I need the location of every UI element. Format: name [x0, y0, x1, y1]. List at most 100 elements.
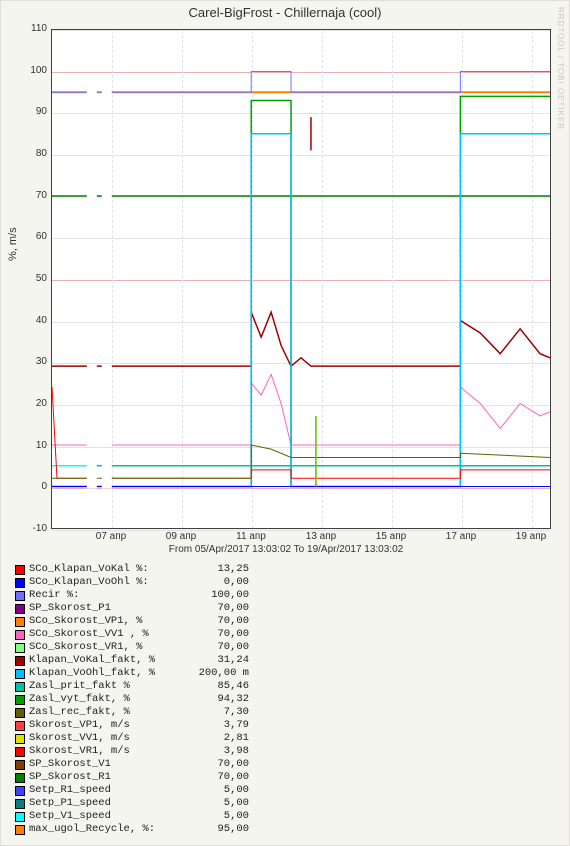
legend-swatch — [15, 825, 25, 835]
legend: SCo_Klapan_VoKal %:13,25SCo_Klapan_VoOhl… — [15, 563, 249, 836]
legend-label: SCo_Klapan_VoOhl %: — [29, 576, 189, 589]
legend-swatch — [15, 656, 25, 666]
legend-value: 70,00 — [189, 641, 249, 654]
legend-value: 5,00 — [189, 784, 249, 797]
legend-row: Zasl_rec_fakt, %7,30 — [15, 706, 249, 719]
y-tick-label: 20 — [17, 398, 47, 409]
legend-row: SP_Skorost_R170,00 — [15, 771, 249, 784]
series-sco_klapan_vokal_red — [52, 387, 92, 478]
legend-swatch — [15, 617, 25, 627]
legend-swatch — [15, 760, 25, 770]
legend-value: 0,00 — [189, 576, 249, 589]
y-tick-label: 0 — [17, 481, 47, 492]
legend-label: Skorost_VR1, m/s — [29, 745, 189, 758]
legend-row: SCo_Skorost_VR1, %70,00 — [15, 641, 249, 654]
legend-value: 100,00 — [189, 589, 249, 602]
y-tick-label: 10 — [17, 440, 47, 451]
y-tick-label: 80 — [17, 148, 47, 159]
x-tick-label: 17 апр — [436, 531, 486, 542]
x-tick-label: 11 апр — [226, 531, 276, 542]
legend-swatch — [15, 643, 25, 653]
legend-value: 94,32 — [189, 693, 249, 706]
legend-label: SP_Skorost_V1 — [29, 758, 189, 771]
legend-label: SCo_Skorost_VP1, % — [29, 615, 189, 628]
legend-value: 7,30 — [189, 706, 249, 719]
y-tick-label: 50 — [17, 273, 47, 284]
legend-row: Skorost_VV1, m/s2,81 — [15, 732, 249, 745]
x-tick-label: 13 апр — [296, 531, 346, 542]
legend-row: Setp_P1_speed5,00 — [15, 797, 249, 810]
y-tick-label: 40 — [17, 315, 47, 326]
y-tick-label: 30 — [17, 356, 47, 367]
legend-label: SP_Skorost_R1 — [29, 771, 189, 784]
series-zasl_rec_olive — [52, 445, 550, 478]
legend-label: Setp_R1_speed — [29, 784, 189, 797]
legend-value: 70,00 — [189, 628, 249, 641]
legend-label: Setp_V1_speed — [29, 810, 189, 823]
legend-row: SCo_Skorost_VV1 , %70,00 — [15, 628, 249, 641]
x-tick-label: 19 апр — [506, 531, 556, 542]
legend-row: Skorost_VR1, m/s3,98 — [15, 745, 249, 758]
legend-row: max_ugol_Recycle, %:95,00 — [15, 823, 249, 836]
y-tick-label: 90 — [17, 106, 47, 117]
legend-label: Setp_P1_speed — [29, 797, 189, 810]
legend-label: Zasl_rec_fakt, % — [29, 706, 189, 719]
legend-value: 2,81 — [189, 732, 249, 745]
legend-label: Zasl_vyt_fakt, % — [29, 693, 189, 706]
legend-swatch — [15, 708, 25, 718]
legend-swatch — [15, 799, 25, 809]
series-zasl_vyt_green — [52, 96, 550, 486]
legend-swatch — [15, 812, 25, 822]
legend-row: SCo_Skorost_VP1, %70,00 — [15, 615, 249, 628]
legend-swatch — [15, 604, 25, 614]
chart-title: Carel-BigFrost - Chillernaja (cool) — [1, 5, 569, 20]
legend-row: Recir %: 100,00 — [15, 589, 249, 602]
legend-label: SCo_Klapan_VoKal %: — [29, 563, 189, 576]
x-tick-label: 07 апр — [86, 531, 136, 542]
watermark-text: RRDTOOL / TOBI OETIKER — [556, 7, 565, 130]
legend-label: SCo_Skorost_VR1, % — [29, 641, 189, 654]
legend-swatch — [15, 669, 25, 679]
legend-value: 200,00 m — [189, 667, 249, 680]
legend-label: SCo_Skorost_VV1 , % — [29, 628, 189, 641]
chart-page: RRDTOOL / TOBI OETIKER Carel-BigFrost - … — [0, 0, 570, 846]
legend-value: 85,46 — [189, 680, 249, 693]
legend-row: SCo_Klapan_VoKal %:13,25 — [15, 563, 249, 576]
y-tick-label: 110 — [17, 23, 47, 34]
legend-swatch — [15, 773, 25, 783]
legend-label: Klapan_VoOhl_fakt, % — [29, 667, 189, 680]
legend-row: SP_Skorost_P170,00 — [15, 602, 249, 615]
legend-value: 70,00 — [189, 615, 249, 628]
legend-label: Skorost_VP1, m/s — [29, 719, 189, 732]
legend-swatch — [15, 747, 25, 757]
plot-area — [51, 29, 551, 529]
legend-row: SCo_Klapan_VoOhl %:0,00 — [15, 576, 249, 589]
legend-swatch — [15, 721, 25, 731]
legend-label: Recir %: — [29, 589, 189, 602]
legend-row: Skorost_VP1, m/s3,79 — [15, 719, 249, 732]
legend-value: 31,24 — [189, 654, 249, 667]
y-tick-label: 60 — [17, 231, 47, 242]
legend-swatch — [15, 682, 25, 692]
legend-row: Klapan_VoKal_fakt, %31,24 — [15, 654, 249, 667]
legend-value: 95,00 — [189, 823, 249, 836]
legend-label: Klapan_VoKal_fakt, % — [29, 654, 189, 667]
series-skorost_10_pink2 — [112, 374, 550, 445]
legend-label: max_ugol_Recycle, %: — [29, 823, 189, 836]
legend-swatch — [15, 565, 25, 575]
legend-value: 5,00 — [189, 797, 249, 810]
y-tick-label: 70 — [17, 190, 47, 201]
x-range-label: From 05/Apr/2017 13:03:02 To 19/Apr/2017… — [1, 544, 570, 555]
legend-value: 70,00 — [189, 602, 249, 615]
legend-label: Skorost_VV1, m/s — [29, 732, 189, 745]
legend-value: 70,00 — [189, 771, 249, 784]
x-tick-label: 15 апр — [366, 531, 416, 542]
legend-value: 5,00 — [189, 810, 249, 823]
x-tick-label: 09 апр — [156, 531, 206, 542]
legend-label: Zasl_prit_fakt % — [29, 680, 189, 693]
legend-swatch — [15, 786, 25, 796]
legend-row: Klapan_VoOhl_fakt, %200,00 m — [15, 667, 249, 680]
legend-swatch — [15, 734, 25, 744]
y-tick-label: -10 — [17, 523, 47, 534]
legend-row: Zasl_vyt_fakt, %94,32 — [15, 693, 249, 706]
